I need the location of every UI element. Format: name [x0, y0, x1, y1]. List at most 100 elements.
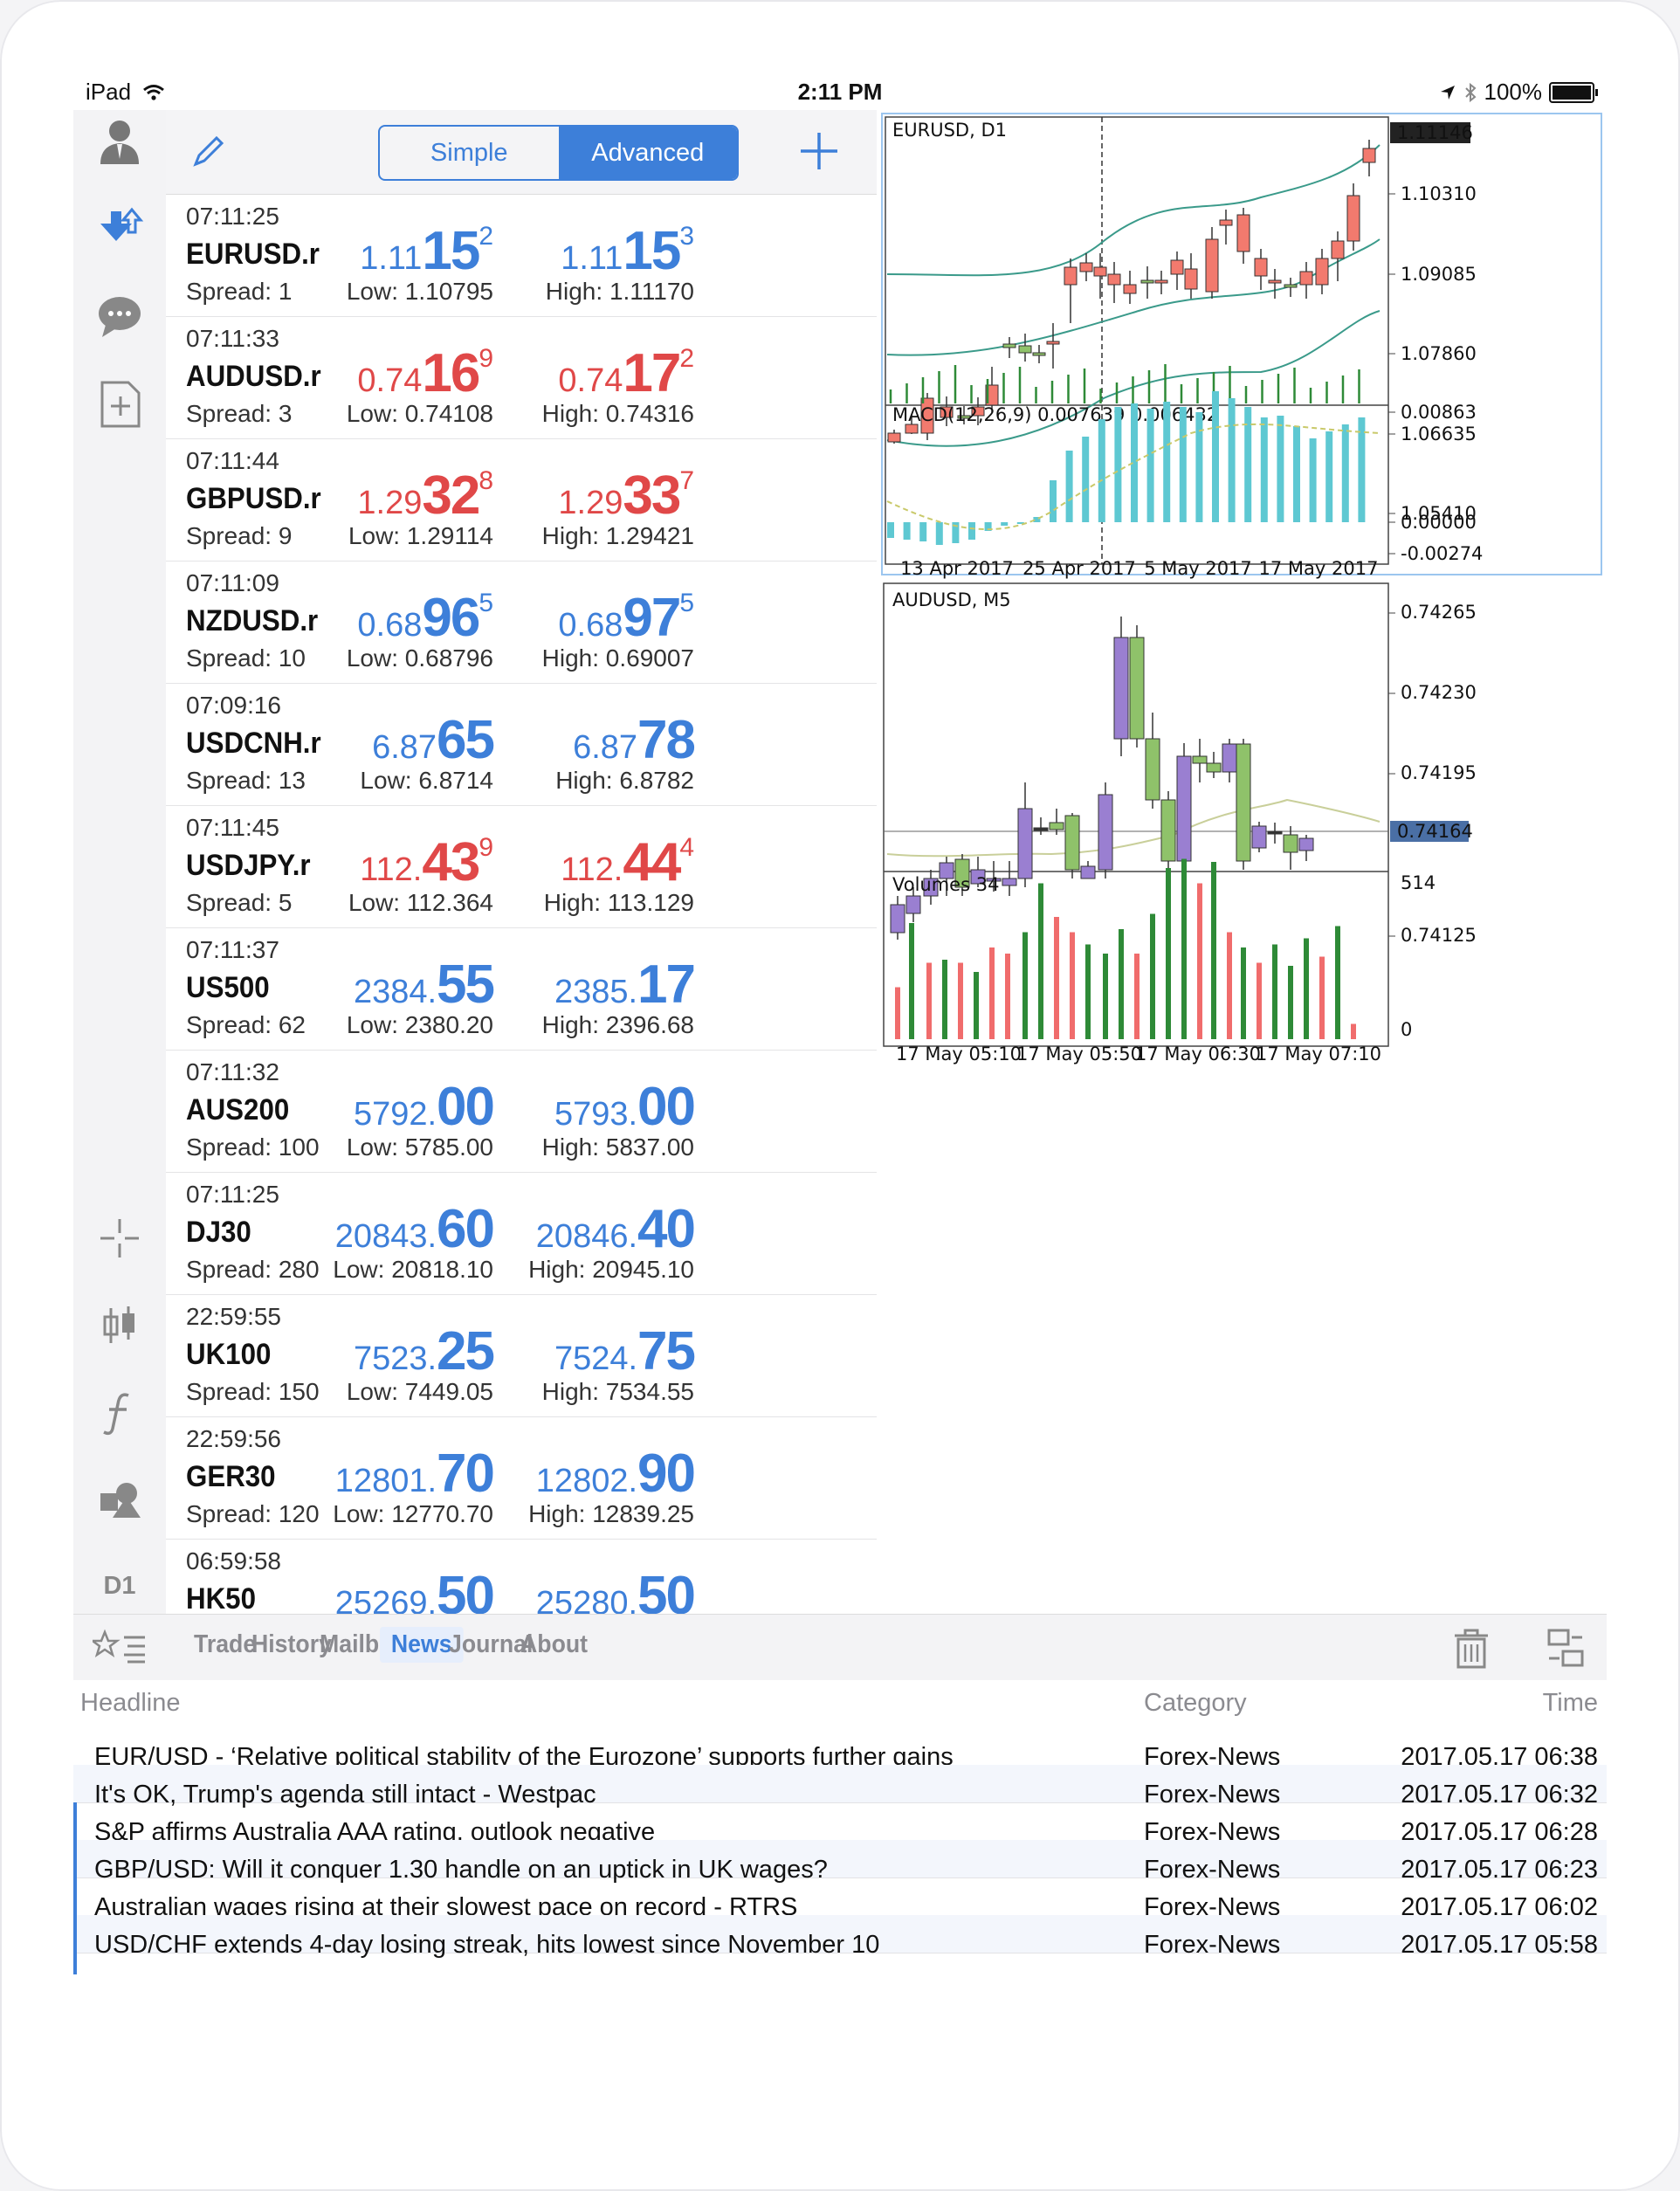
new-order-icon[interactable] [93, 377, 146, 430]
quote-row[interactable]: 07:11:45 USDJPY.r Spread: 5 112.439 112.… [166, 805, 877, 928]
quotes-arrows-icon[interactable] [93, 203, 146, 255]
chart1-macd-histogram-bar [1146, 409, 1154, 522]
bid-price[interactable]: 6.8765 [319, 709, 495, 771]
time-column-header[interactable]: Time [1542, 1689, 1598, 1717]
quote-row[interactable]: 07:09:16 USDCNH.r Spread: 13 6.8765 6.87… [166, 683, 877, 806]
simple-mode-button[interactable]: Simple [430, 138, 508, 167]
news-headline: GBP/USD: Will it conquer 1.30 handle on … [94, 1856, 828, 1884]
news-row[interactable]: USD/CHF extends 4-day losing streak, hit… [73, 1915, 1607, 1974]
quote-high: High: 2396.68 [541, 1011, 694, 1038]
quote-row[interactable]: 07:11:33 AUDUSD.r Spread: 3 0.74169 0.74… [166, 316, 877, 439]
news-row[interactable]: S&P affirms Australia AAA rating, outloo… [73, 1802, 1607, 1862]
bid-price[interactable]: 2384.55 [319, 954, 495, 1016]
tab-about[interactable]: About [520, 1630, 589, 1658]
favorites-list-icon[interactable] [93, 1629, 147, 1667]
category-column-header[interactable]: Category [1144, 1689, 1247, 1717]
timeframe-button[interactable]: D1 [103, 1571, 136, 1600]
chart2-time-tick: 17 May 07:10 [1256, 1044, 1381, 1064]
account-avatar-icon[interactable] [93, 115, 146, 168]
quote-spread: Spread: 280 [186, 1256, 320, 1283]
news-row[interactable]: EUR/USD - ‘Relative political stability … [73, 1727, 1607, 1771]
charts-svg[interactable]: EURUSD, D1 1.10310 1.09085 1.07860 1.06635 1.… [877, 110, 1607, 1614]
quote-row[interactable]: 07:11:32 AUS200 Spread: 100 5792.00 5793… [166, 1050, 877, 1173]
advanced-mode-button[interactable]: Advanced [558, 127, 737, 179]
chart2-volume-bar [958, 962, 963, 1039]
chart1-candle-body [1079, 262, 1093, 272]
chart2-candle-body [1160, 799, 1176, 862]
quote-row[interactable]: 22:59:56 GER30 Spread: 120 12801.70 1280… [166, 1416, 877, 1540]
quote-spread: Spread: 100 [186, 1133, 320, 1161]
edit-pencil-icon[interactable] [189, 131, 229, 171]
chart1-candle-body [1205, 238, 1219, 293]
chart2-volume-bar [1319, 956, 1325, 1039]
quote-row[interactable]: 22:59:55 UK100 Spread: 150 7523.25 7524.… [166, 1294, 877, 1417]
layout-split-icon[interactable] [1546, 1627, 1586, 1671]
tab-journal[interactable]: Journal [449, 1630, 534, 1658]
bid-price[interactable]: 25269.50 [319, 1565, 495, 1614]
crosshair-icon[interactable] [93, 1212, 146, 1264]
chat-icon[interactable] [93, 290, 146, 342]
chart2-volume-bar [1197, 883, 1202, 1039]
bid-price[interactable]: 1.29328 [319, 465, 493, 527]
ask-price[interactable]: 2385.17 [520, 954, 696, 1016]
bid-price[interactable]: 7523.25 [319, 1320, 495, 1382]
chart2-candle-body [954, 858, 970, 888]
chart1-price-tick-label: 1.05410 [1401, 503, 1477, 524]
quote-low: Low: 20818.10 [333, 1256, 493, 1283]
chart-type-candles-icon[interactable] [93, 1299, 146, 1352]
quote-row[interactable]: 07:11:25 EURUSD.r Spread: 1 1.11152 1.11… [166, 194, 877, 317]
ask-price[interactable]: 6.8778 [520, 709, 696, 771]
chart2-candle-body [1176, 755, 1192, 862]
bid-pip: 2 [479, 222, 493, 251]
quote-symbol: AUS200 [186, 1093, 290, 1127]
bid-price[interactable]: 20843.60 [319, 1198, 495, 1260]
trash-icon[interactable] [1451, 1627, 1491, 1671]
status-left: iPad [86, 79, 165, 106]
bid-prefix: 1.11 [360, 240, 423, 277]
indicators-function-icon[interactable] [93, 1387, 146, 1439]
bid-price[interactable]: 5792.00 [319, 1076, 495, 1138]
news-row[interactable]: Australian wages rising at their slowest… [73, 1878, 1607, 1937]
tab-trade[interactable]: Trade [194, 1630, 257, 1658]
news-row[interactable]: GBP/USD: Will it conquer 1.30 handle on … [73, 1840, 1607, 1899]
bid-price[interactable]: 0.68965 [319, 587, 493, 649]
ask-price[interactable]: 5793.00 [520, 1076, 696, 1138]
chart1-candle-body [1107, 273, 1121, 286]
ask-price[interactable]: 1.29337 [520, 465, 694, 527]
quote-row[interactable]: 07:11:37 US500 Spread: 62 2384.55 2385.1… [166, 927, 877, 1051]
bid-price[interactable]: 0.74169 [319, 342, 493, 404]
add-symbol-plus-icon[interactable] [797, 129, 841, 173]
ask-price[interactable]: 20846.40 [520, 1198, 696, 1260]
chart2-candle-body [1236, 743, 1251, 862]
chart2-candle-body [986, 878, 1002, 882]
tab-history[interactable]: History [251, 1630, 332, 1658]
bid-price[interactable]: 1.11152 [319, 220, 493, 282]
chart2-volume-bar [1351, 1023, 1356, 1039]
quote-row[interactable]: 07:11:25 DJ30 Spread: 280 20843.60 20846… [166, 1172, 877, 1295]
ask-price[interactable]: 0.68975 [520, 587, 694, 649]
bid-big-digits: 16 [422, 343, 480, 403]
ask-price[interactable]: 7524.75 [520, 1320, 696, 1382]
chart1-macd-tick-label: 0.00863 [1401, 402, 1477, 423]
bid-price[interactable]: 112.439 [319, 831, 493, 893]
bid-price[interactable]: 12801.70 [319, 1443, 495, 1505]
tab-news[interactable]: News [380, 1627, 464, 1663]
battery-icon [1549, 81, 1598, 103]
quote-row[interactable]: 07:11:09 NZDUSD.r Spread: 10 0.68965 0.6… [166, 561, 877, 684]
headline-column-header[interactable]: Headline [80, 1689, 181, 1717]
ask-price[interactable]: 0.74172 [520, 342, 694, 404]
ask-pip: 2 [679, 344, 694, 373]
quote-row[interactable]: 06:59:58 HK50 25269.50 25280.50 [166, 1539, 877, 1614]
chart1-macd-histogram-bar [1244, 407, 1252, 522]
quote-row[interactable]: 07:11:44 GBPUSD.r Spread: 9 1.29328 1.29… [166, 438, 877, 562]
chart1-macd-histogram-bar [1001, 522, 1009, 526]
ask-price[interactable]: 112.444 [520, 831, 694, 893]
battery-percent: 100% [1484, 79, 1543, 105]
quote-high: High: 6.8782 [555, 767, 694, 794]
ask-price[interactable]: 1.11153 [520, 220, 694, 282]
ask-price[interactable]: 25280.50 [520, 1565, 696, 1614]
objects-shapes-icon[interactable] [93, 1474, 146, 1526]
ask-prefix: 7524. [554, 1340, 638, 1377]
ask-price[interactable]: 12802.90 [520, 1443, 696, 1505]
news-row[interactable]: It's OK, Trump's agenda still intact - W… [73, 1765, 1607, 1809]
